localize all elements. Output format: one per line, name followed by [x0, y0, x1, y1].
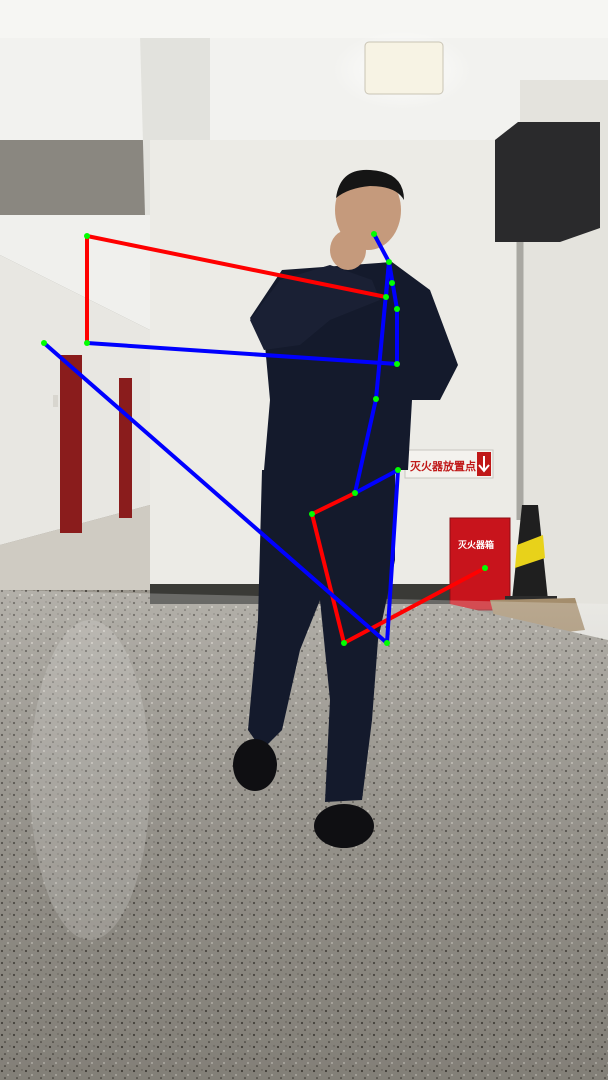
skeleton-joint-right_hip: [395, 467, 401, 473]
door-near: [60, 355, 82, 533]
corridor-ceiling: [0, 215, 150, 330]
skeleton-joint-head: [371, 231, 377, 237]
person-left-arm: [250, 265, 380, 350]
traffic-cone-stripe: [515, 535, 545, 568]
person-hair: [336, 169, 404, 200]
skeleton-bone-head-neck: [372, 232, 391, 264]
skeleton-joint-left_elbow: [84, 233, 90, 239]
door-far: [119, 378, 132, 518]
skeleton-bone-right_knee-right_wrist: [42, 341, 389, 645]
skeleton-bone-left_knee-left_ankle: [342, 566, 487, 645]
skeleton-joint-extra_a: [389, 280, 395, 286]
skeleton-joint-left_shoulder: [383, 294, 389, 300]
skeleton-joint-left_wrist: [84, 340, 90, 346]
skeleton-bone-neck-spine: [374, 260, 391, 401]
skeleton-bone-right_hip-right_knee: [385, 468, 400, 645]
ceiling-beam-top: [0, 0, 608, 38]
skeleton-joint-right_shoulder: [394, 306, 400, 312]
pose-skeleton-bones: [42, 232, 487, 645]
skeleton-joint-left_hip: [309, 511, 315, 517]
skeleton-joint-left_ankle: [482, 565, 488, 571]
cabinet-label: 灭火器箱: [457, 539, 494, 551]
down-arrow-icon: [478, 456, 490, 473]
skeleton-bone-spine-pelvis: [353, 397, 378, 495]
skeleton-joint-right_knee: [384, 640, 390, 646]
skeleton-joint-pelvis: [352, 490, 358, 496]
floor-reflection: [30, 620, 150, 940]
person-head: [335, 170, 401, 250]
person-fist: [330, 230, 366, 270]
skeleton-joint-left_knee: [341, 640, 347, 646]
pose-skeleton-joints: [41, 231, 488, 646]
skeleton-bone-left_shoulder-left_elbow: [85, 234, 388, 299]
skeleton-bone-pelvis-left_hip: [310, 491, 357, 516]
extinguisher-sign-text: 灭火器放置点: [409, 459, 476, 473]
person-shoe-left: [233, 739, 277, 791]
person-shoe-right: [314, 804, 374, 848]
ceiling-light: [364, 41, 444, 95]
skeleton-joint-right_wrist: [41, 340, 47, 346]
skeleton-bone-pelvis-right_hip: [353, 468, 400, 495]
skeleton-bone-right_elbow-left_wrist: [85, 341, 399, 366]
floor-shade: [0, 590, 608, 1080]
wall-speaker: [495, 122, 600, 242]
extinguisher-cabinet: [449, 517, 511, 611]
skeleton-joint-neck: [386, 259, 392, 265]
light-switch: [53, 395, 58, 407]
skeleton-joint-spine: [373, 396, 379, 402]
skeleton-joint-right_elbow: [394, 361, 400, 367]
corridor-floor: [0, 505, 150, 590]
skeleton-bone-left_hip-left_knee: [310, 512, 346, 645]
